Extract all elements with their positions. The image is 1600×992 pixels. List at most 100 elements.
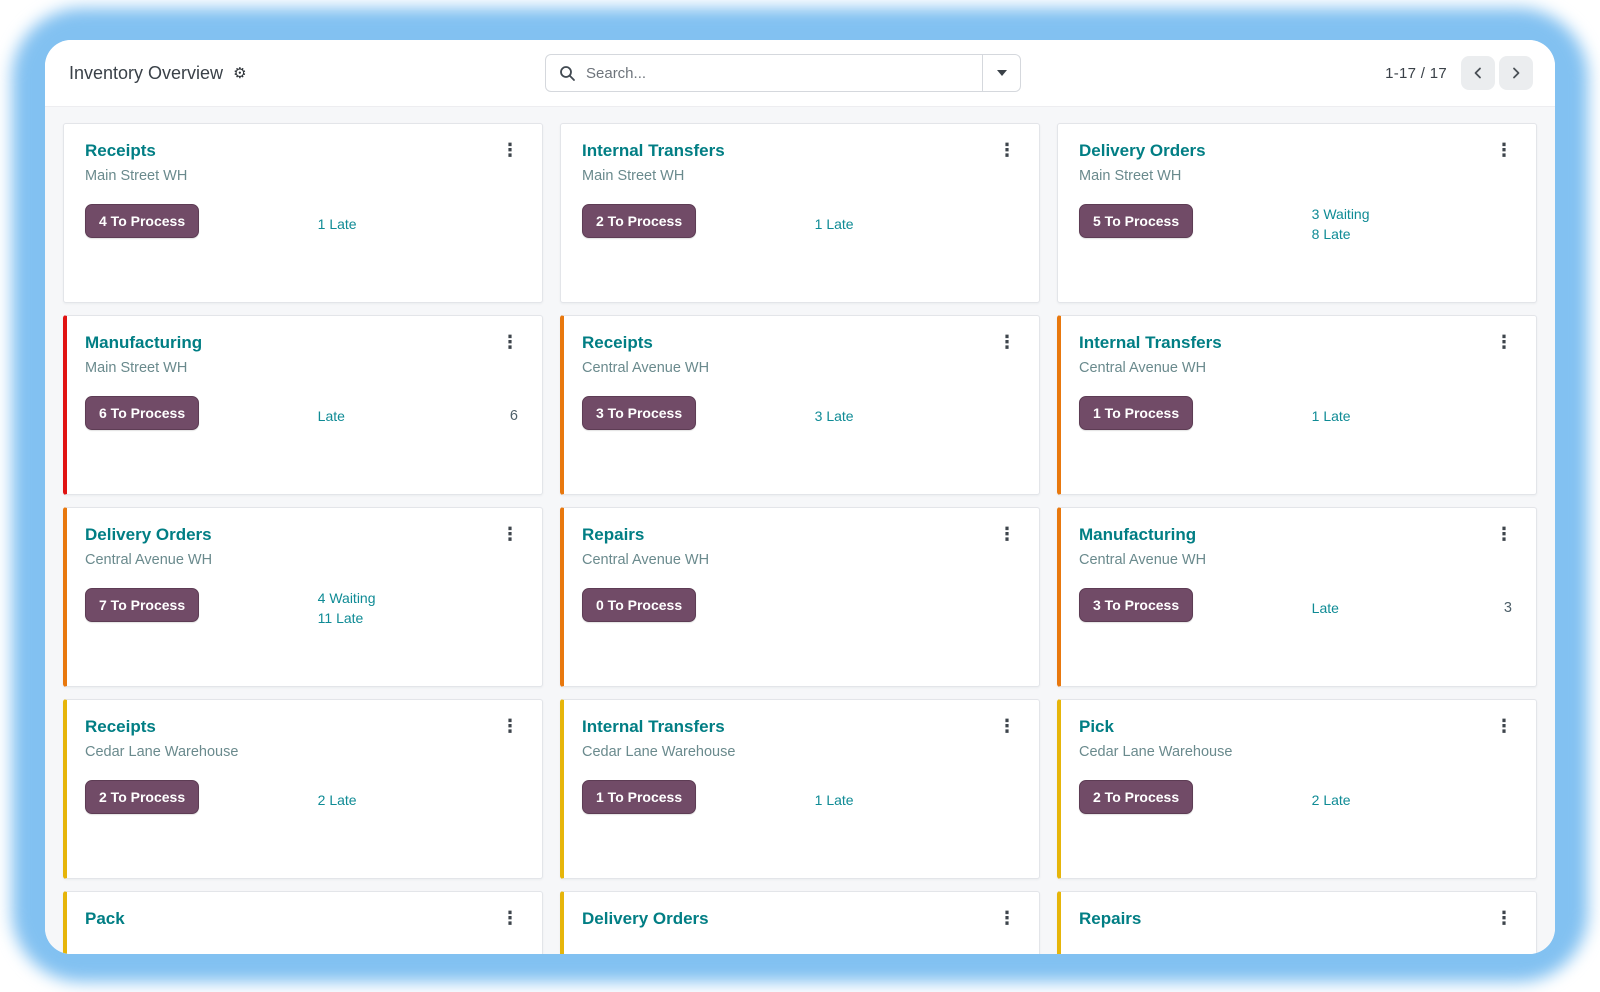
pager-next-button[interactable] — [1499, 56, 1533, 90]
to-process-button[interactable]: 1 To Process — [582, 780, 697, 815]
card-title[interactable]: Internal Transfers — [1079, 333, 1222, 352]
kebab-menu-icon[interactable]: ⋮ — [501, 716, 519, 737]
status-link[interactable]: 8 Late — [1311, 226, 1351, 243]
card-subtitle: Central Avenue WH — [85, 552, 213, 569]
to-process-button[interactable]: 7 To Process — [85, 588, 200, 623]
late-row: Late 3 — [1312, 600, 1512, 616]
to-process-button[interactable]: 4 To Process — [85, 204, 200, 239]
pager-previous-button[interactable] — [1461, 56, 1495, 90]
search-input[interactable] — [586, 64, 982, 82]
kebab-menu-icon[interactable]: ⋮ — [1495, 716, 1513, 737]
chevron-right-icon — [1513, 67, 1520, 79]
to-process-button[interactable]: 3 To Process — [582, 396, 697, 431]
kebab-menu-icon[interactable]: ⋮ — [1495, 524, 1513, 545]
card-title[interactable]: Delivery Orders — [85, 525, 212, 544]
late-label-link[interactable]: Late — [1311, 600, 1339, 617]
card-titles: Internal Transfers Cedar Lane Warehouse — [582, 716, 735, 760]
card-subtitle: Central Avenue WH — [582, 360, 710, 377]
kanban-card: Delivery Orders Main Street WH ⋮ 5 To Pr… — [1057, 123, 1537, 303]
card-title[interactable]: Receipts — [85, 717, 156, 736]
card-subtitle: Main Street WH — [85, 360, 188, 377]
kebab-menu-icon[interactable]: ⋮ — [998, 332, 1016, 353]
kebab-menu-icon[interactable]: ⋮ — [1495, 332, 1513, 353]
card-title[interactable]: Repairs — [1079, 909, 1142, 928]
status-link[interactable]: 11 Late — [317, 610, 364, 627]
to-process-button[interactable]: 3 To Process — [1079, 588, 1194, 623]
status-link[interactable]: 3 Waiting — [1311, 206, 1370, 223]
kebab-menu-icon[interactable]: ⋮ — [501, 140, 519, 161]
kebab-menu-icon[interactable]: ⋮ — [501, 908, 519, 929]
breadcrumb: Inventory Overview ⚙ — [69, 63, 247, 84]
search-filters-toggle[interactable] — [982, 55, 1020, 91]
kebab-menu-icon[interactable]: ⋮ — [1495, 908, 1513, 929]
status-link[interactable]: 1 Late — [814, 216, 854, 233]
kebab-menu-icon[interactable]: ⋮ — [501, 524, 519, 545]
late-label-link[interactable]: Late — [317, 408, 345, 425]
to-process-button[interactable]: 2 To Process — [85, 780, 200, 815]
kebab-menu-icon[interactable]: ⋮ — [998, 524, 1016, 545]
kanban-grid: Receipts Main Street WH ⋮ 4 To Process 1… — [45, 106, 1555, 954]
kanban-card: Internal Transfers Main Street WH ⋮ 2 To… — [560, 123, 1040, 303]
card-title[interactable]: Repairs — [582, 525, 645, 544]
kebab-menu-icon[interactable]: ⋮ — [1495, 140, 1513, 161]
card-titles: Manufacturing Central Avenue WH — [1079, 524, 1206, 568]
status-links: 2 Late — [318, 792, 357, 808]
to-process-button[interactable]: 5 To Process — [1079, 204, 1194, 239]
card-title[interactable]: Pick — [1079, 717, 1114, 736]
card-title[interactable]: Pack — [85, 909, 125, 928]
status-links: 4 Waiting 11 Late — [318, 590, 376, 626]
card-title[interactable]: Receipts — [582, 333, 653, 352]
kanban-card: Receipts Cedar Lane Warehouse ⋮ 2 To Pro… — [63, 699, 543, 879]
card-title[interactable]: Internal Transfers — [582, 717, 725, 736]
gear-icon[interactable]: ⚙ — [233, 64, 247, 82]
status-links: 2 Late — [1312, 792, 1351, 808]
status-link[interactable]: 1 Late — [1311, 408, 1351, 425]
card-body: 7 To Process 4 Waiting 11 Late — [85, 588, 524, 628]
status-link[interactable]: 3 Late — [814, 408, 854, 425]
late-row: Late 6 — [318, 408, 518, 424]
to-process-button[interactable]: 2 To Process — [1079, 780, 1194, 815]
to-process-button[interactable]: 2 To Process — [582, 204, 697, 239]
app-window: Inventory Overview ⚙ 1-17 / 17 — [45, 40, 1555, 954]
kanban-card: Receipts Central Avenue WH ⋮ 3 To Proces… — [560, 315, 1040, 495]
card-titles: Repairs Central Avenue WH — [582, 524, 709, 568]
card-title[interactable]: Delivery Orders — [582, 909, 709, 928]
to-process-button[interactable]: 6 To Process — [85, 396, 200, 431]
card-title[interactable]: Delivery Orders — [1079, 141, 1206, 160]
to-process-button[interactable]: 0 To Process — [582, 588, 697, 623]
to-process-button[interactable]: 1 To Process — [1079, 396, 1194, 431]
kanban-card: Pick Cedar Lane Warehouse ⋮ 2 To Process… — [1057, 699, 1537, 879]
kebab-menu-icon[interactable]: ⋮ — [998, 908, 1016, 929]
card-title[interactable]: Internal Transfers — [582, 141, 725, 160]
card-titles: Delivery Orders — [582, 908, 709, 929]
status-link[interactable]: 2 Late — [317, 792, 357, 809]
late-count: 6 — [509, 408, 518, 425]
status-link[interactable]: 2 Late — [1311, 792, 1351, 809]
card-titles: Receipts Cedar Lane Warehouse — [85, 716, 238, 760]
kebab-menu-icon[interactable]: ⋮ — [501, 332, 519, 353]
status-link[interactable]: 4 Waiting — [317, 590, 376, 607]
card-title[interactable]: Receipts — [85, 141, 156, 160]
search-bar — [545, 54, 1021, 92]
card-subtitle: Central Avenue WH — [582, 552, 710, 569]
kanban-card: Repairs Central Avenue WH ⋮ 0 To Process — [560, 507, 1040, 687]
kebab-menu-icon[interactable]: ⋮ — [998, 140, 1016, 161]
card-subtitle: Central Avenue WH — [1079, 552, 1207, 569]
card-body: 3 To Process Late 3 — [1079, 588, 1518, 628]
card-title[interactable]: Manufacturing — [85, 333, 203, 352]
status-link[interactable]: 1 Late — [814, 792, 854, 809]
kebab-menu-icon[interactable]: ⋮ — [998, 716, 1016, 737]
card-title[interactable]: Manufacturing — [1079, 525, 1197, 544]
late-count: 3 — [1503, 600, 1512, 617]
page-title: Inventory Overview — [69, 62, 224, 83]
card-titles: Receipts Main Street WH — [85, 140, 187, 184]
status-link[interactable]: 1 Late — [317, 216, 357, 233]
kanban-card: Delivery Orders Central Avenue WH ⋮ 7 To… — [63, 507, 543, 687]
kanban-card: Pack ⋮ — [63, 891, 543, 954]
card-subtitle: Cedar Lane Warehouse — [582, 744, 736, 761]
kanban-card: Internal Transfers Cedar Lane Warehouse … — [560, 699, 1040, 879]
card-subtitle: Cedar Lane Warehouse — [1079, 744, 1233, 761]
card-titles: Delivery Orders Main Street WH — [1079, 140, 1206, 184]
pager: 1-17 / 17 — [1385, 40, 1533, 106]
card-titles: Internal Transfers Main Street WH — [582, 140, 725, 184]
